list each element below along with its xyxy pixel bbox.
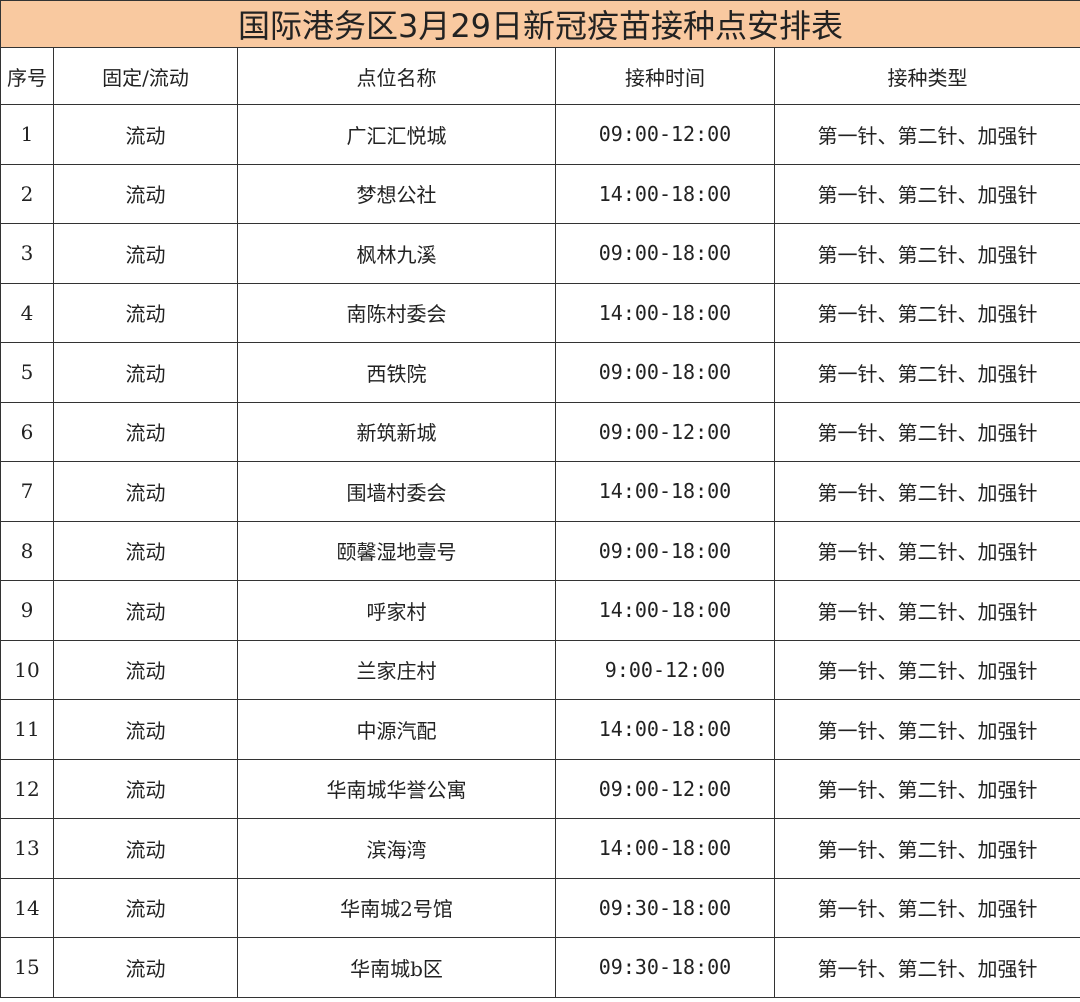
cell-type: 流动 bbox=[53, 877, 238, 938]
cell-type: 流动 bbox=[53, 163, 238, 224]
cell-dose-type: 第一针、第二针、加强针 bbox=[774, 639, 1080, 700]
table-row: 13 流动 滨海湾 14:00-18:00 第一针、第二针、加强针 bbox=[0, 818, 1080, 879]
column-header-time: 接种时间 bbox=[555, 47, 775, 105]
cell-index: 2 bbox=[0, 163, 54, 224]
table-row: 1 流动 广汇汇悦城 09:00-12:00 第一针、第二针、加强针 bbox=[0, 104, 1080, 165]
cell-location: 华南城华誉公寓 bbox=[237, 758, 556, 819]
header-row: 序号 固定/流动 点位名称 接种时间 接种类型 bbox=[0, 47, 1080, 105]
cell-time: 14:00-18:00 bbox=[555, 580, 775, 641]
cell-index: 15 bbox=[0, 937, 54, 998]
cell-location: 西铁院 bbox=[237, 342, 556, 403]
cell-type: 流动 bbox=[53, 401, 238, 462]
cell-type: 流动 bbox=[53, 699, 238, 760]
cell-index: 6 bbox=[0, 401, 54, 462]
cell-type: 流动 bbox=[53, 520, 238, 581]
cell-location: 枫林九溪 bbox=[237, 223, 556, 284]
column-header-index: 序号 bbox=[0, 47, 54, 105]
cell-type: 流动 bbox=[53, 937, 238, 998]
cell-dose-type: 第一针、第二针、加强针 bbox=[774, 104, 1080, 165]
table-row: 15 流动 华南城b区 09:30-18:00 第一针、第二针、加强针 bbox=[0, 937, 1080, 998]
cell-location: 华南城b区 bbox=[237, 937, 556, 998]
cell-location: 华南城2号馆 bbox=[237, 877, 556, 938]
cell-time: 09:00-18:00 bbox=[555, 223, 775, 284]
cell-time: 09:00-12:00 bbox=[555, 401, 775, 462]
cell-location: 颐馨湿地壹号 bbox=[237, 520, 556, 581]
cell-dose-type: 第一针、第二针、加强针 bbox=[774, 580, 1080, 641]
cell-type: 流动 bbox=[53, 580, 238, 641]
table-row: 11 流动 中源汽配 14:00-18:00 第一针、第二针、加强针 bbox=[0, 699, 1080, 760]
table-row: 10 流动 兰家庄村 9:00-12:00 第一针、第二针、加强针 bbox=[0, 639, 1080, 700]
cell-index: 4 bbox=[0, 282, 54, 343]
cell-location: 梦想公社 bbox=[237, 163, 556, 224]
cell-dose-type: 第一针、第二针、加强针 bbox=[774, 223, 1080, 284]
cell-type: 流动 bbox=[53, 342, 238, 403]
column-header-dose-type: 接种类型 bbox=[774, 47, 1080, 105]
cell-location: 围墙村委会 bbox=[237, 461, 556, 522]
cell-index: 12 bbox=[0, 758, 54, 819]
cell-type: 流动 bbox=[53, 282, 238, 343]
cell-time: 9:00-12:00 bbox=[555, 639, 775, 700]
cell-time: 14:00-18:00 bbox=[555, 461, 775, 522]
cell-dose-type: 第一针、第二针、加强针 bbox=[774, 401, 1080, 462]
table-title: 国际港务区3月29日新冠疫苗接种点安排表 bbox=[0, 0, 1080, 48]
cell-dose-type: 第一针、第二针、加强针 bbox=[774, 699, 1080, 760]
table-row: 14 流动 华南城2号馆 09:30-18:00 第一针、第二针、加强针 bbox=[0, 877, 1080, 938]
cell-index: 11 bbox=[0, 699, 54, 760]
table-row: 7 流动 围墙村委会 14:00-18:00 第一针、第二针、加强针 bbox=[0, 461, 1080, 522]
table-row: 3 流动 枫林九溪 09:00-18:00 第一针、第二针、加强针 bbox=[0, 223, 1080, 284]
cell-time: 09:30-18:00 bbox=[555, 937, 775, 998]
column-header-location: 点位名称 bbox=[237, 47, 556, 105]
cell-time: 14:00-18:00 bbox=[555, 163, 775, 224]
cell-index: 1 bbox=[0, 104, 54, 165]
cell-location: 兰家庄村 bbox=[237, 639, 556, 700]
table-row: 4 流动 南陈村委会 14:00-18:00 第一针、第二针、加强针 bbox=[0, 282, 1080, 343]
table-row: 5 流动 西铁院 09:00-18:00 第一针、第二针、加强针 bbox=[0, 342, 1080, 403]
cell-time: 14:00-18:00 bbox=[555, 282, 775, 343]
cell-type: 流动 bbox=[53, 104, 238, 165]
cell-time: 14:00-18:00 bbox=[555, 818, 775, 879]
cell-dose-type: 第一针、第二针、加强针 bbox=[774, 461, 1080, 522]
cell-dose-type: 第一针、第二针、加强针 bbox=[774, 282, 1080, 343]
cell-index: 8 bbox=[0, 520, 54, 581]
cell-time: 09:30-18:00 bbox=[555, 877, 775, 938]
table-row: 2 流动 梦想公社 14:00-18:00 第一针、第二针、加强针 bbox=[0, 163, 1080, 224]
cell-location: 呼家村 bbox=[237, 580, 556, 641]
cell-time: 09:00-12:00 bbox=[555, 758, 775, 819]
cell-time: 09:00-18:00 bbox=[555, 342, 775, 403]
cell-index: 7 bbox=[0, 461, 54, 522]
cell-dose-type: 第一针、第二针、加强针 bbox=[774, 163, 1080, 224]
cell-location: 南陈村委会 bbox=[237, 282, 556, 343]
cell-dose-type: 第一针、第二针、加强针 bbox=[774, 520, 1080, 581]
cell-dose-type: 第一针、第二针、加强针 bbox=[774, 342, 1080, 403]
cell-index: 3 bbox=[0, 223, 54, 284]
cell-location: 中源汽配 bbox=[237, 699, 556, 760]
cell-type: 流动 bbox=[53, 758, 238, 819]
cell-index: 13 bbox=[0, 818, 54, 879]
cell-location: 广汇汇悦城 bbox=[237, 104, 556, 165]
table-row: 12 流动 华南城华誉公寓 09:00-12:00 第一针、第二针、加强针 bbox=[0, 758, 1080, 819]
cell-index: 9 bbox=[0, 580, 54, 641]
cell-location: 滨海湾 bbox=[237, 818, 556, 879]
cell-time: 09:00-18:00 bbox=[555, 520, 775, 581]
cell-dose-type: 第一针、第二针、加强针 bbox=[774, 818, 1080, 879]
column-header-type: 固定/流动 bbox=[53, 47, 238, 105]
cell-type: 流动 bbox=[53, 461, 238, 522]
cell-dose-type: 第一针、第二针、加强针 bbox=[774, 937, 1080, 998]
cell-dose-type: 第一针、第二针、加强针 bbox=[774, 877, 1080, 938]
table-row: 9 流动 呼家村 14:00-18:00 第一针、第二针、加强针 bbox=[0, 580, 1080, 641]
cell-type: 流动 bbox=[53, 818, 238, 879]
cell-index: 5 bbox=[0, 342, 54, 403]
cell-type: 流动 bbox=[53, 223, 238, 284]
table-row: 8 流动 颐馨湿地壹号 09:00-18:00 第一针、第二针、加强针 bbox=[0, 520, 1080, 581]
table-row: 6 流动 新筑新城 09:00-12:00 第一针、第二针、加强针 bbox=[0, 401, 1080, 462]
cell-dose-type: 第一针、第二针、加强针 bbox=[774, 758, 1080, 819]
cell-index: 10 bbox=[0, 639, 54, 700]
cell-index: 14 bbox=[0, 877, 54, 938]
cell-location: 新筑新城 bbox=[237, 401, 556, 462]
cell-time: 14:00-18:00 bbox=[555, 699, 775, 760]
cell-time: 09:00-12:00 bbox=[555, 104, 775, 165]
cell-type: 流动 bbox=[53, 639, 238, 700]
